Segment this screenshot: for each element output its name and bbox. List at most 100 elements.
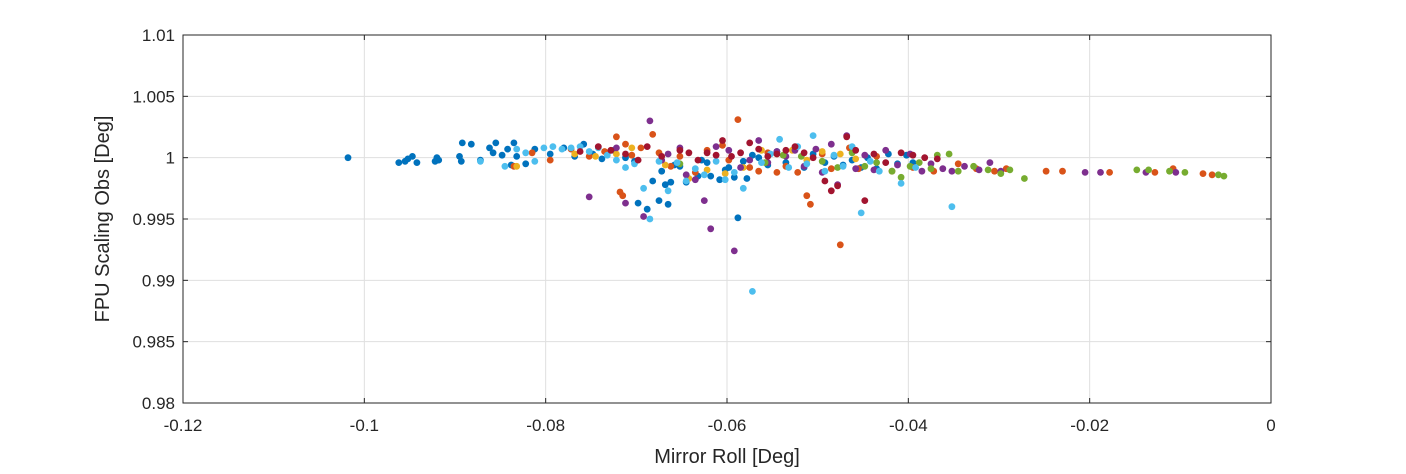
data-point [649,131,657,138]
data-point [501,162,509,170]
data-point [734,214,742,222]
data-point [812,145,820,153]
x-tick-label: 0 [1266,416,1275,435]
data-point [719,142,726,149]
data-point [909,151,917,159]
data-point [457,157,465,165]
data-point [622,199,629,207]
data-point [1133,166,1141,174]
data-point [703,149,711,157]
data-point [613,144,620,152]
data-point [719,137,726,144]
data-point [344,154,352,162]
data-point [954,160,962,168]
data-point [522,160,530,168]
data-point [567,144,575,152]
y-tick-label: 0.985 [132,333,175,352]
data-point [730,173,738,181]
data-point [603,151,611,159]
data-point [734,116,742,123]
data-point [685,149,693,157]
data-point [707,172,715,180]
data-point [776,135,783,143]
data-point [927,160,935,168]
data-point [737,164,744,171]
x-tick-label: -0.12 [164,416,203,435]
data-point [540,144,548,152]
data-point [649,177,657,185]
data-point [834,182,841,190]
data-point [743,175,751,182]
data-point [1199,170,1207,178]
data-point [852,146,860,154]
data-point [571,150,579,158]
data-point [486,144,493,152]
data-point [830,151,838,159]
data-points [344,116,1228,295]
data-point [489,149,497,157]
y-axis-label: FPU Scaling Obs [Deg] [92,116,114,323]
data-point [700,171,708,179]
data-point [986,159,994,167]
data-point [827,187,835,195]
data-point [712,151,720,159]
data-point [961,162,968,170]
data-point [628,151,636,159]
data-point [857,209,865,217]
data-point [707,225,715,233]
data-point [712,157,720,165]
x-tick-label: -0.1 [350,416,379,435]
data-point [852,165,860,173]
data-point [794,169,802,176]
data-point [691,176,699,184]
data-point [716,176,724,184]
data-point [513,153,521,160]
data-point [549,143,557,151]
data-point [755,137,763,144]
data-point [728,153,735,160]
data-point [1021,175,1028,182]
data-point [622,164,629,171]
data-point [664,200,672,208]
data-point [643,143,651,151]
y-tick-label: 1 [166,149,175,168]
data-point [918,167,926,175]
data-point [576,143,584,151]
data-point [975,166,983,174]
x-tick-label: -0.02 [1070,416,1109,435]
data-point [1220,172,1228,180]
data-point [395,159,403,167]
data-point [467,140,475,148]
data-point [915,159,923,167]
data-point [592,153,599,160]
data-point [682,177,690,185]
data-point [866,157,874,165]
x-tick-label: -0.04 [889,416,928,435]
data-point [821,177,829,185]
axis-ticks: -0.12 -0.1 -0.08 -0.06 -0.04 -0.02 0 0.98 0.985 0… [132,26,1275,435]
data-point [852,155,860,163]
data-point [821,167,829,175]
x-tick-label: -0.08 [526,416,565,435]
data-point [477,157,484,165]
data-point [843,133,851,141]
data-point [897,173,905,181]
data-point [836,241,844,249]
data-point [921,154,929,162]
grid-lines [182,34,1272,404]
data-point [997,170,1005,178]
data-point [492,139,500,147]
data-point [791,143,799,151]
data-point [755,167,763,175]
data-point [585,153,593,160]
data-point [613,150,620,158]
data-point [861,197,869,205]
data-point [1081,169,1089,176]
data-point [673,159,681,167]
data-point [667,162,675,170]
data-point [585,148,593,155]
data-point [970,162,977,170]
data-point [809,154,817,162]
data-point [658,153,666,160]
data-point [634,156,642,164]
